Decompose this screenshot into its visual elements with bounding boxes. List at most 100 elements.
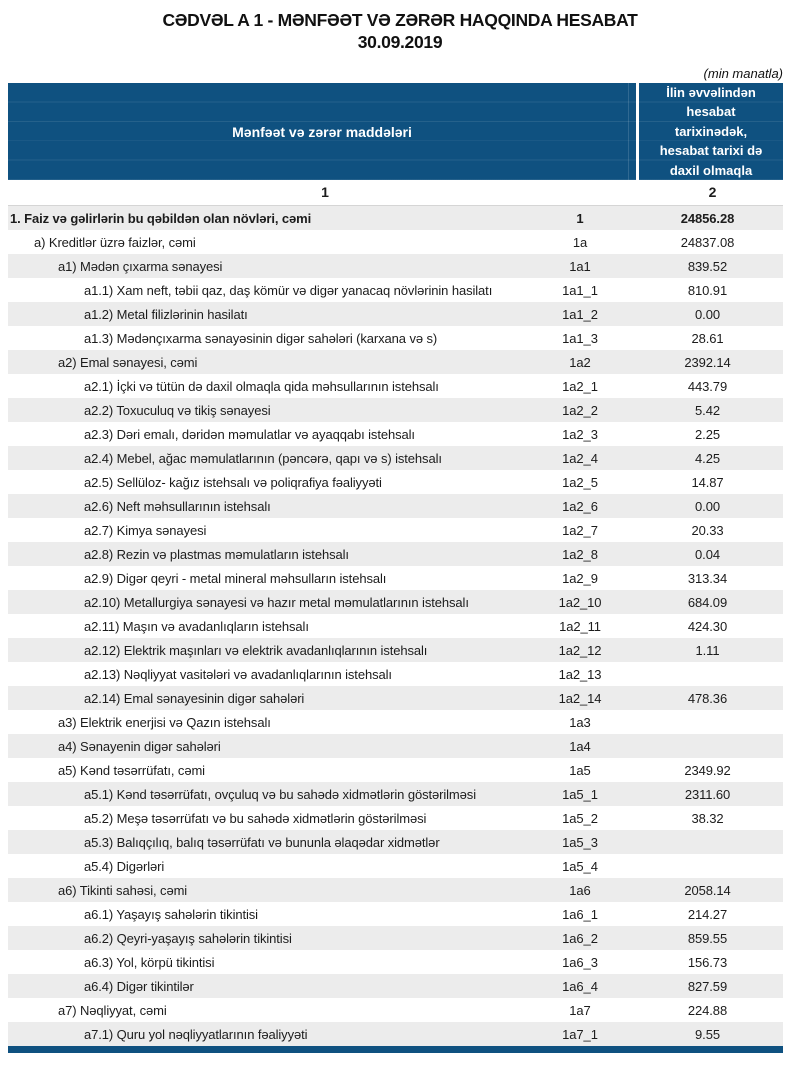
column-index-1: 1 — [321, 184, 329, 200]
row-code: 1a6 — [569, 883, 591, 898]
row-code: 1a4 — [569, 739, 591, 754]
row-code: 1a1_3 — [562, 331, 598, 346]
table-row: a2.14) Emal sənayesinin digər sahələri 1… — [8, 686, 783, 710]
row-value: 839.52 — [687, 259, 728, 274]
row-label: a6) Tikinti sahəsi, cəmi — [58, 883, 188, 898]
row-value: 214.27 — [687, 907, 728, 922]
row-value: 224.88 — [687, 1003, 728, 1018]
row-value: 2.25 — [695, 427, 720, 442]
row-value: 28.61 — [691, 331, 724, 346]
row-value: 810.91 — [687, 283, 728, 298]
row-value — [632, 830, 783, 835]
table-row: a6.4) Digər tikintilər 1a6_4 827.59 — [8, 974, 783, 998]
table-row: a5.3) Balıqçılıq, balıq təsərrüfatı və b… — [8, 830, 783, 854]
table-row: a2.3) Dəri emalı, dəridən məmulatlar və … — [8, 422, 783, 446]
row-value: 1.11 — [695, 643, 720, 658]
row-code: 1a2_12 — [558, 643, 602, 658]
profit-loss-table: Mənfəət və zərər maddələri İlin əvvəlind… — [8, 83, 783, 1053]
row-code: 1a7_1 — [562, 1027, 598, 1042]
row-label: a2.3) Dəri emalı, dəridən məmulatlar və … — [84, 427, 415, 442]
row-value: 2392.14 — [684, 355, 731, 370]
table-row: a1.3) Mədənçıxarma sənayəsinin digər sah… — [8, 326, 783, 350]
table-row: a2.9) Digər qeyri - metal mineral məhsul… — [8, 566, 783, 590]
table-row: a2.11) Maşın və avadanlıqların istehsalı… — [8, 614, 783, 638]
row-code: 1a2_3 — [562, 427, 598, 442]
row-value: 478.36 — [687, 691, 728, 706]
next-section-header-bar — [8, 1046, 783, 1053]
row-label: a6.2) Qeyri-yaşayış sahələrin tikintisi — [84, 931, 292, 946]
table-row: a2.8) Rezin və plastmas məmulatların ist… — [8, 542, 783, 566]
row-label: a2.11) Maşın və avadanlıqların istehsalı — [84, 619, 309, 634]
row-value: 24856.28 — [680, 211, 735, 226]
column-index-row: 1 2 — [8, 180, 783, 206]
row-value: 38.32 — [691, 811, 724, 826]
table-row: a1.2) Metal filizlərinin hasilatı 1a1_2 … — [8, 302, 783, 326]
table-row: a2.7) Kimya sənayesi 1a2_7 20.33 — [8, 518, 783, 542]
row-label: a) Kreditlər üzrə faizlər, cəmi — [34, 235, 196, 250]
row-code: 1a5_4 — [562, 859, 598, 874]
row-label: a2.4) Mebel, ağac məmulatlarının (pəncər… — [84, 451, 442, 466]
row-label: a4) Sənayenin digər sahələri — [58, 739, 221, 754]
row-value: 2311.60 — [684, 787, 731, 802]
table-row: a5.2) Meşə təsərrüfatı və bu sahədə xidm… — [8, 806, 783, 830]
table-row: a2.6) Neft məhsullarının istehsalı 1a2_6… — [8, 494, 783, 518]
header-col-period: İlin əvvəlindən hesabat tarixinədək, hes… — [659, 84, 763, 178]
table-row: a5.1) Kənd təsərrüfatı, ovçuluq və bu sa… — [8, 782, 783, 806]
row-label: 1. Faiz və gəlirlərin bu qəbildən olan n… — [10, 211, 312, 226]
row-code: 1a2_4 — [562, 451, 598, 466]
row-label: a7) Nəqliyyat, cəmi — [58, 1003, 167, 1018]
row-label: a2.6) Neft məhsullarının istehsalı — [84, 499, 271, 514]
row-label: a1.1) Xam neft, təbii qaz, daş kömür və … — [84, 283, 493, 298]
row-code: 1a5_2 — [562, 811, 598, 826]
row-code: 1a2_14 — [558, 691, 602, 706]
table-row: a6.2) Qeyri-yaşayış sahələrin tikintisi … — [8, 926, 783, 950]
row-code: 1a2_5 — [562, 475, 598, 490]
row-code: 1a2_8 — [562, 547, 598, 562]
row-code: 1a7 — [569, 1003, 591, 1018]
row-label: a6.4) Digər tikintilər — [84, 979, 194, 994]
row-code: 1a6_4 — [562, 979, 598, 994]
table-row: a6.1) Yaşayış sahələrin tikintisi 1a6_1 … — [8, 902, 783, 926]
row-code: 1a6_1 — [562, 907, 598, 922]
row-value — [632, 662, 783, 667]
row-value: 14.87 — [691, 475, 724, 490]
row-code: 1a5_1 — [562, 787, 598, 802]
row-value — [632, 734, 783, 739]
table-row: a2) Emal sənayesi, cəmi 1a2 2392.14 — [8, 350, 783, 374]
table-row: a1) Mədən çıxarma sənayesi 1a1 839.52 — [8, 254, 783, 278]
row-code: 1 — [576, 211, 584, 226]
report-title-block: CƏDVƏL A 1 - MƏNFƏƏT VƏ ZƏRƏR HAQQINDA H… — [0, 0, 800, 53]
row-value — [632, 710, 783, 715]
row-value: 2349.92 — [684, 763, 731, 778]
report-date: 30.09.2019 — [357, 32, 443, 52]
row-value: 424.30 — [687, 619, 728, 634]
table-row: a6.3) Yol, körpü tikintisi 1a6_3 156.73 — [8, 950, 783, 974]
table-header: Mənfəət və zərər maddələri İlin əvvəlind… — [8, 83, 783, 180]
row-value: 443.79 — [687, 379, 728, 394]
table-row: a1.1) Xam neft, təbii qaz, daş kömür və … — [8, 278, 783, 302]
row-label: a2.2) Toxuculuq və tikiş sənayesi — [84, 403, 271, 418]
row-code: 1a2_13 — [558, 667, 602, 682]
row-label: a1) Mədən çıxarma sənayesi — [58, 259, 223, 274]
row-value: 4.25 — [695, 451, 720, 466]
row-code: 1a3 — [569, 715, 591, 730]
row-code: 1a5 — [569, 763, 591, 778]
row-label: a2.14) Emal sənayesinin digər sahələri — [84, 691, 305, 706]
table-row: a5.4) Digərləri 1a5_4 — [8, 854, 783, 878]
row-label: a2.13) Nəqliyyat vasitələri və avadanlıq… — [84, 667, 392, 682]
row-value: 0.04 — [695, 547, 720, 562]
row-label: a1.3) Mədənçıxarma sənayəsinin digər sah… — [84, 331, 438, 346]
row-code: 1a1_1 — [562, 283, 598, 298]
row-label: a2.7) Kimya sənayesi — [84, 523, 207, 538]
row-label: a5.2) Meşə təsərrüfatı və bu sahədə xidm… — [84, 811, 427, 826]
table-row: a4) Sənayenin digər sahələri 1a4 — [8, 734, 783, 758]
table-row: 1. Faiz və gəlirlərin bu qəbildən olan n… — [8, 206, 783, 230]
table-row: a2.4) Mebel, ağac məmulatlarının (pəncər… — [8, 446, 783, 470]
row-label: a7.1) Quru yol nəqliyyatlarının fəaliyyə… — [84, 1027, 308, 1042]
column-index-2: 2 — [708, 184, 717, 200]
row-code: 1a6_2 — [562, 931, 598, 946]
unit-note: (min manatla) — [703, 66, 783, 81]
row-value: 20.33 — [691, 523, 724, 538]
row-label: a5.3) Balıqçılıq, balıq təsərrüfatı və b… — [84, 835, 440, 850]
row-code: 1a5_3 — [562, 835, 598, 850]
